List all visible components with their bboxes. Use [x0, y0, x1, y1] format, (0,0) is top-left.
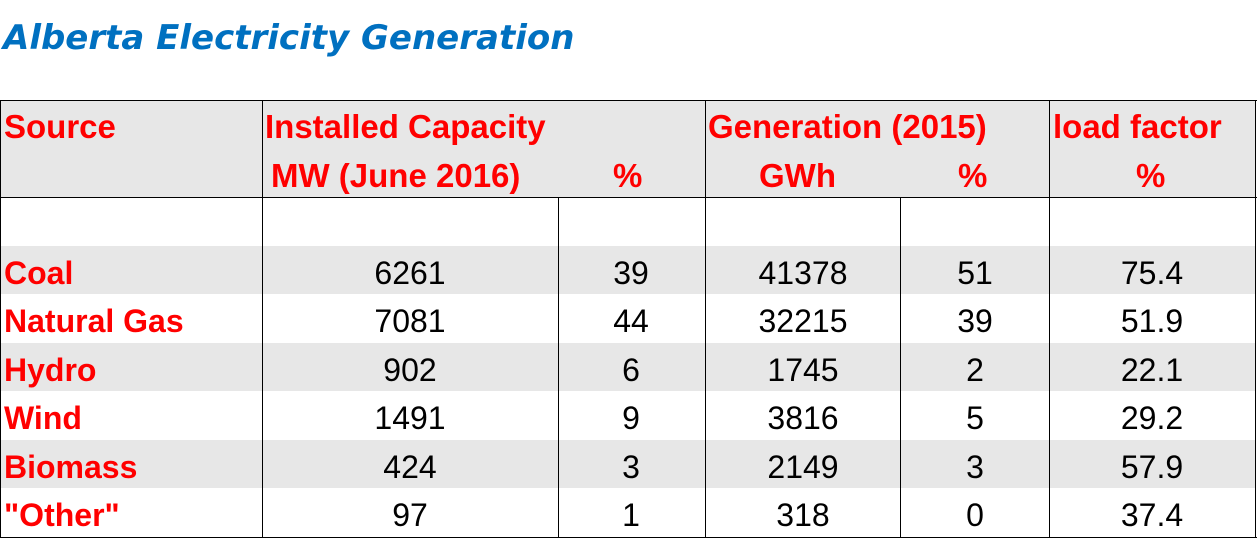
row-band-biomass	[1, 440, 1256, 488]
header-load-factor-unit: %	[1136, 157, 1166, 194]
cell-gwh-percent: 39	[957, 303, 993, 339]
row-band-coal	[1, 246, 1256, 294]
cell-mw-percent: 9	[622, 400, 640, 436]
cell-mw-percent: 3	[622, 449, 640, 485]
table-top-border	[0, 100, 1257, 101]
cell-mw-percent: 44	[613, 303, 649, 339]
cell-mw: 97	[392, 497, 428, 533]
cell-load-factor: 29.2	[1120, 400, 1184, 436]
table-left-border	[0, 100, 1, 538]
header-band	[1, 100, 1256, 197]
cell-mw-percent: 39	[613, 255, 649, 291]
cell-gwh-percent: 3	[966, 449, 984, 485]
cell-gwh: 41378	[758, 255, 848, 291]
cell-gwh-percent: 2	[966, 352, 984, 388]
row-source: "Other"	[4, 497, 120, 533]
divider-mw	[558, 197, 559, 538]
divider-capacity	[705, 100, 706, 538]
cell-gwh-percent: 5	[966, 400, 984, 436]
generation-table: Source Installed Capacity MW (June 2016)…	[0, 100, 1257, 540]
cell-gwh: 1745	[767, 352, 839, 388]
cell-load-factor: 37.4	[1120, 497, 1184, 533]
header-bottom-border	[0, 197, 1257, 198]
divider-generation	[1049, 100, 1050, 538]
cell-gwh: 2149	[767, 449, 839, 485]
header-load-factor: load factor	[1053, 108, 1222, 145]
cell-mw: 7081	[374, 303, 446, 339]
row-source: Wind	[4, 400, 82, 436]
cell-mw: 6261	[374, 255, 446, 291]
cell-gwh-percent: 51	[957, 255, 993, 291]
header-capacity-percent: %	[613, 157, 643, 194]
header-source: Source	[4, 108, 116, 145]
cell-load-factor: 22.1	[1120, 352, 1184, 388]
header-generation: Generation (2015)	[708, 108, 987, 145]
cell-mw-percent: 6	[622, 352, 640, 388]
row-source: Natural Gas	[4, 303, 184, 339]
page-title: Alberta Electricity Generation	[3, 18, 575, 58]
cell-mw: 424	[383, 449, 437, 485]
header-capacity-unit: MW (June 2016)	[271, 157, 521, 194]
divider-source	[262, 100, 263, 538]
cell-load-factor: 75.4	[1120, 255, 1184, 291]
cell-mw: 902	[383, 352, 437, 388]
header-generation-unit: GWh	[759, 157, 836, 194]
cell-mw-percent: 1	[622, 497, 640, 533]
cell-mw: 1491	[374, 400, 446, 436]
cell-load-factor: 57.9	[1120, 449, 1184, 485]
table-bottom-border	[0, 537, 1257, 538]
row-source: Biomass	[4, 449, 138, 485]
divider-gwh	[900, 197, 901, 538]
cell-gwh: 32215	[758, 303, 848, 339]
header-installed-capacity: Installed Capacity	[265, 108, 546, 145]
cell-gwh-percent: 0	[966, 497, 984, 533]
cell-load-factor: 51.9	[1120, 303, 1184, 339]
cell-gwh: 3816	[767, 400, 839, 436]
table-right-border	[1255, 100, 1256, 538]
row-band-hydro	[1, 343, 1256, 391]
row-source: Coal	[4, 255, 74, 291]
row-source: Hydro	[4, 352, 97, 388]
cell-gwh: 318	[776, 497, 830, 533]
header-generation-percent: %	[958, 157, 988, 194]
